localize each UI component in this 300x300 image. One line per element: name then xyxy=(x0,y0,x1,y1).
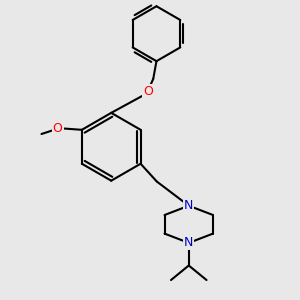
Text: N: N xyxy=(184,236,194,249)
Text: N: N xyxy=(184,199,194,212)
Text: O: O xyxy=(53,122,63,135)
Text: O: O xyxy=(143,85,153,98)
